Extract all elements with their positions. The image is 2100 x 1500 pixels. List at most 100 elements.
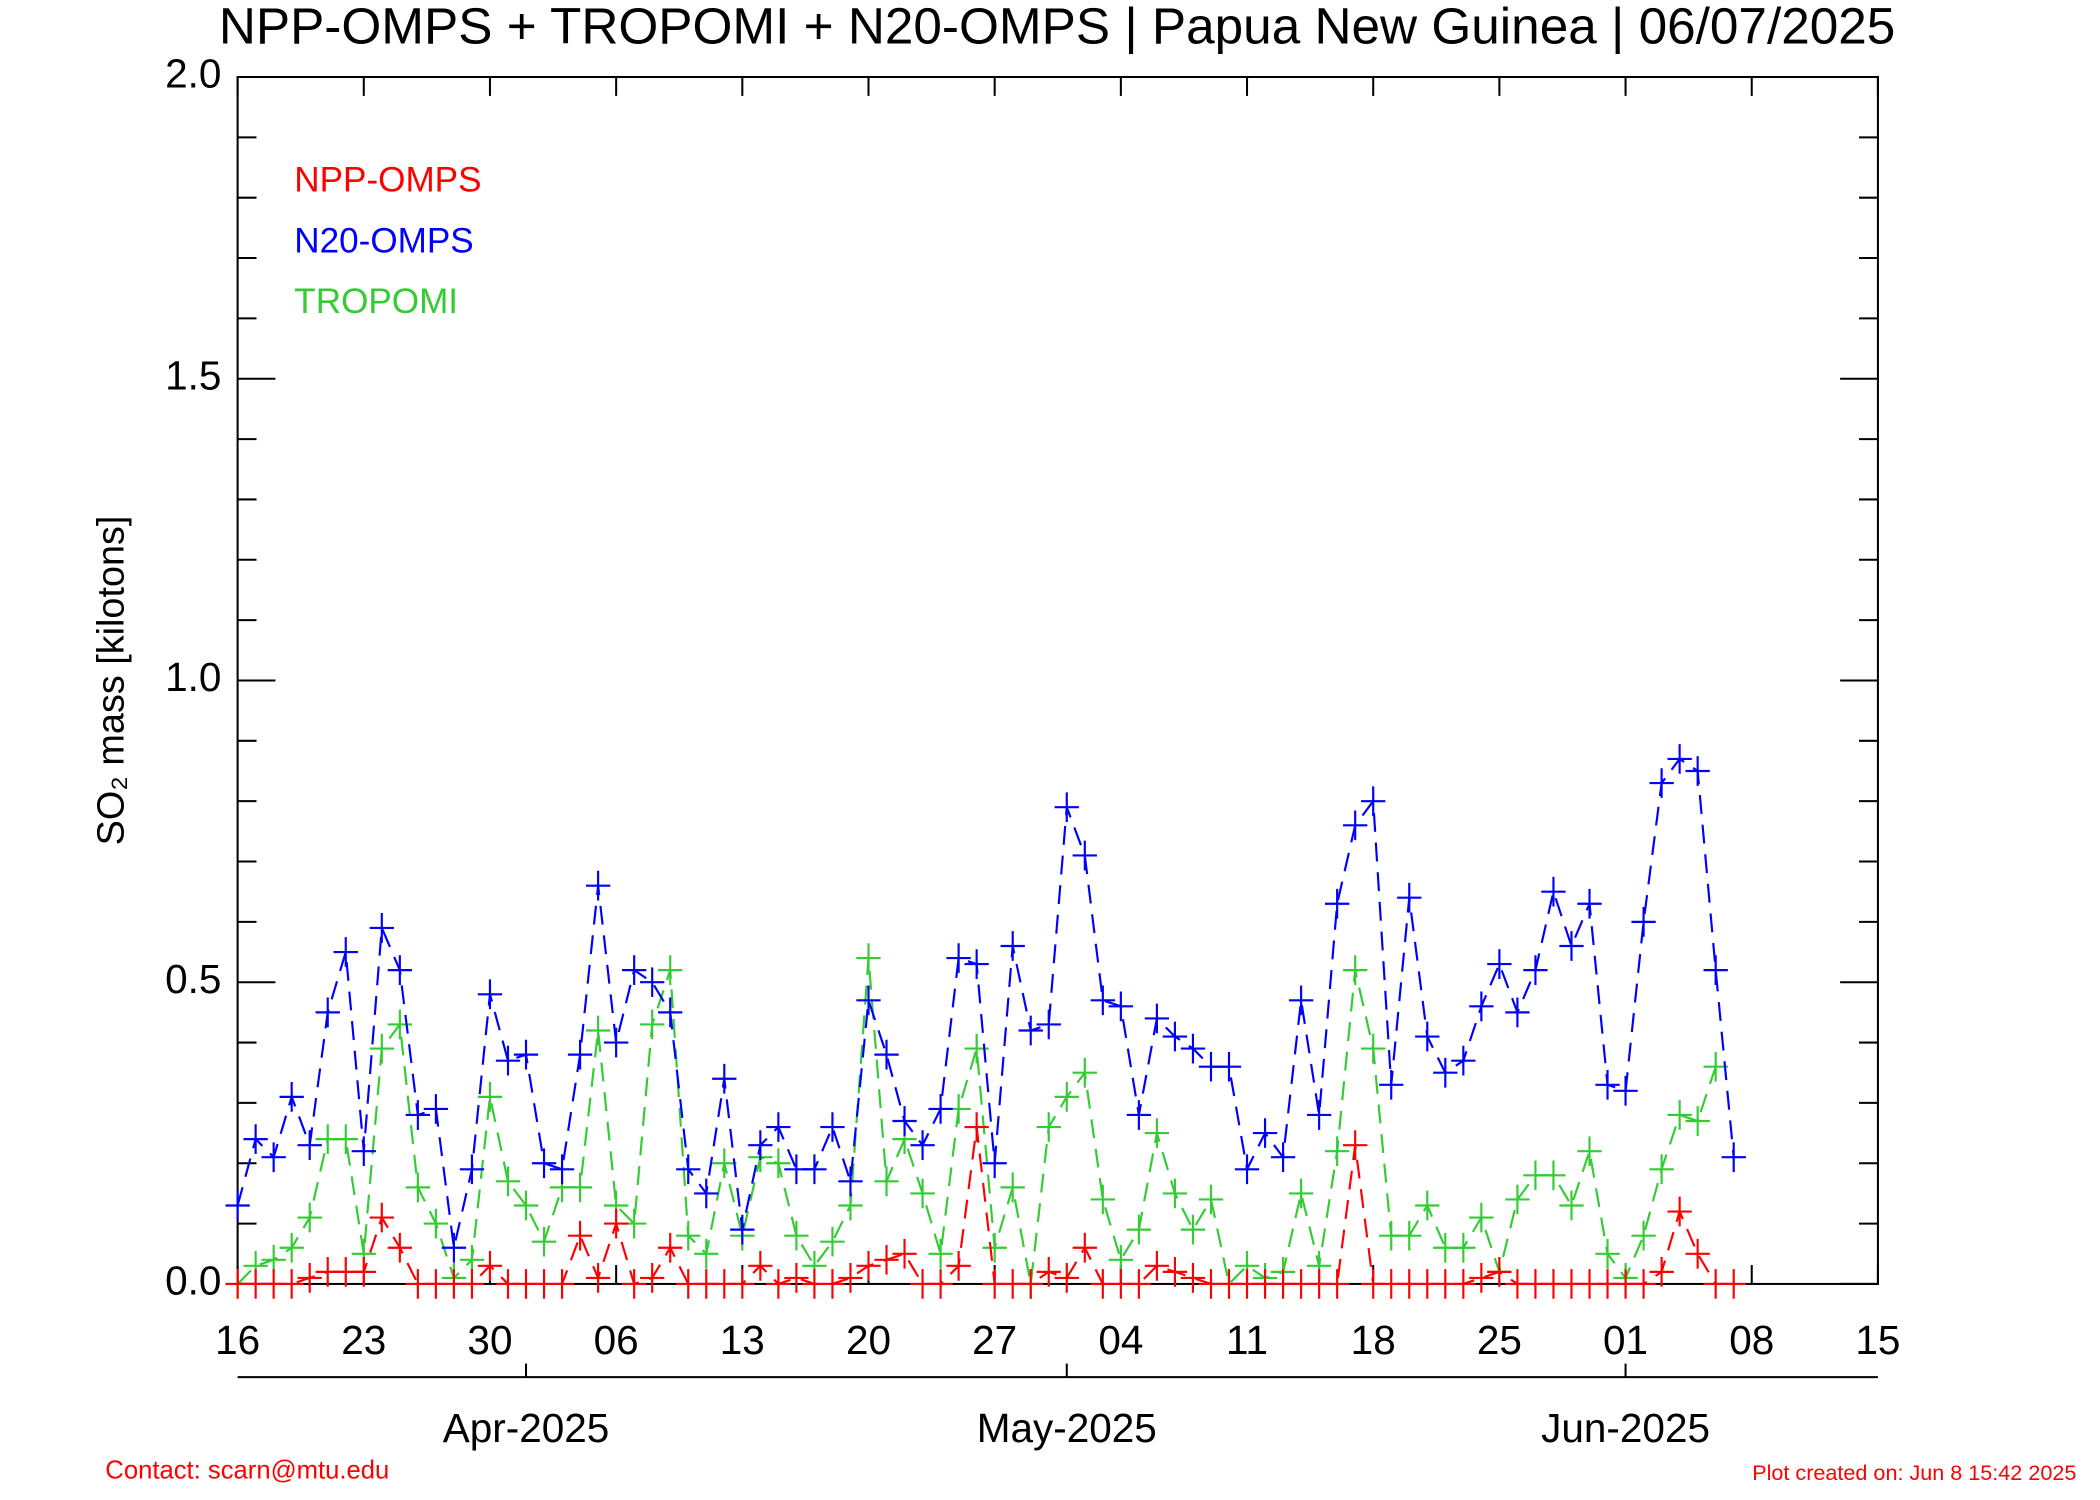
series-line	[236, 757, 1735, 1248]
data-point	[874, 1039, 899, 1070]
contact: Contact: scarn@mtu.edu	[105, 1456, 389, 1484]
data-point	[1631, 1220, 1656, 1251]
data-point	[1234, 1154, 1260, 1185]
data-point	[1162, 1021, 1188, 1052]
data-point	[549, 1269, 575, 1299]
x-tick-label: 13	[720, 1317, 765, 1363]
data-point	[1180, 1214, 1206, 1245]
data-point	[712, 1063, 737, 1094]
data-point	[640, 967, 665, 998]
data-point	[1252, 1118, 1278, 1148]
data-point	[531, 1148, 557, 1179]
data-point	[766, 1112, 791, 1142]
data-point	[910, 1178, 935, 1209]
data-point	[694, 1178, 719, 1209]
data-point	[1505, 997, 1530, 1028]
legend-label: TROPOMI	[294, 282, 458, 321]
data-point	[333, 1124, 358, 1154]
data-point	[748, 1250, 773, 1281]
data-point	[766, 1148, 791, 1179]
data-point	[225, 1190, 250, 1221]
data-point	[856, 985, 881, 1016]
data-point	[1144, 1118, 1170, 1148]
data-point	[387, 1232, 412, 1263]
x-tick-label: 30	[467, 1317, 512, 1363]
data-point	[1162, 1257, 1188, 1287]
data-point	[1361, 786, 1386, 817]
data-point	[1721, 1142, 1746, 1173]
data-point	[387, 955, 412, 985]
data-point	[1397, 882, 1422, 913]
data-point	[1451, 1269, 1476, 1299]
data-point	[405, 1172, 431, 1203]
data-point	[1433, 1057, 1458, 1088]
data-point	[1343, 1130, 1368, 1160]
data-point	[351, 1136, 376, 1167]
data-point	[622, 1269, 647, 1299]
data-point	[459, 1154, 485, 1185]
data-point	[1054, 1082, 1079, 1112]
data-point	[1000, 1172, 1025, 1203]
data-point	[820, 1226, 845, 1257]
data-point	[513, 1190, 539, 1221]
data-point	[1288, 1178, 1314, 1209]
series-line	[237, 1126, 1734, 1286]
data-point	[423, 1094, 449, 1124]
data-point	[1685, 1106, 1710, 1136]
data-point	[1595, 1069, 1620, 1100]
data-point	[658, 955, 683, 985]
data-point	[1595, 1238, 1620, 1269]
data-point	[1054, 1263, 1079, 1293]
chart-title: NPP-OMPS + TROPOMI + N20-OMPS | Papua Ne…	[219, 0, 1896, 54]
data-point	[1469, 1202, 1494, 1233]
data-point	[928, 1238, 953, 1269]
x-tick-label: 11	[1226, 1317, 1268, 1363]
data-point	[603, 1208, 629, 1239]
data-point	[1306, 1100, 1332, 1130]
data-point	[585, 1015, 611, 1046]
data-point	[1018, 1269, 1043, 1299]
data-point	[928, 1094, 953, 1124]
data-point	[1469, 1263, 1494, 1293]
data-point	[477, 1250, 503, 1281]
data-point	[297, 1263, 322, 1293]
data-point	[910, 1130, 935, 1160]
x-tick-label: 08	[1729, 1317, 1774, 1363]
data-point	[1577, 1136, 1602, 1167]
data-point	[1505, 1184, 1530, 1215]
data-point	[315, 997, 340, 1028]
y-tick-label: 1.0	[165, 654, 221, 700]
data-point	[1703, 955, 1728, 985]
data-point	[658, 1232, 683, 1263]
data-point	[1270, 1142, 1296, 1173]
data-point	[1198, 1184, 1224, 1215]
data-point	[1631, 907, 1656, 937]
data-point	[856, 943, 881, 973]
data-point	[603, 1027, 629, 1058]
data-point	[946, 1250, 971, 1281]
data-point	[874, 1244, 899, 1275]
x-tick-label: 18	[1351, 1317, 1396, 1363]
y-tick-label: 2.0	[165, 51, 221, 97]
x-tick-label: 25	[1477, 1317, 1522, 1363]
data-point	[928, 1269, 953, 1299]
data-point	[1667, 1100, 1692, 1130]
data-point	[1108, 991, 1134, 1022]
data-point	[1577, 888, 1602, 919]
data-point	[694, 1238, 719, 1269]
data-point	[441, 1232, 467, 1263]
data-point	[676, 1220, 701, 1251]
data-point	[802, 1154, 827, 1185]
y-axis-label: SO₂ mass [kilotons]	[90, 516, 132, 846]
data-point	[1325, 1269, 1350, 1299]
data-point	[784, 1263, 809, 1293]
data-point	[1415, 1021, 1440, 1052]
data-point	[964, 949, 989, 979]
data-point	[333, 937, 358, 967]
data-point	[1613, 1075, 1638, 1106]
data-point	[1126, 1100, 1152, 1130]
data-point	[1451, 1232, 1476, 1263]
data-point	[1343, 810, 1368, 841]
data-point	[766, 1269, 791, 1299]
